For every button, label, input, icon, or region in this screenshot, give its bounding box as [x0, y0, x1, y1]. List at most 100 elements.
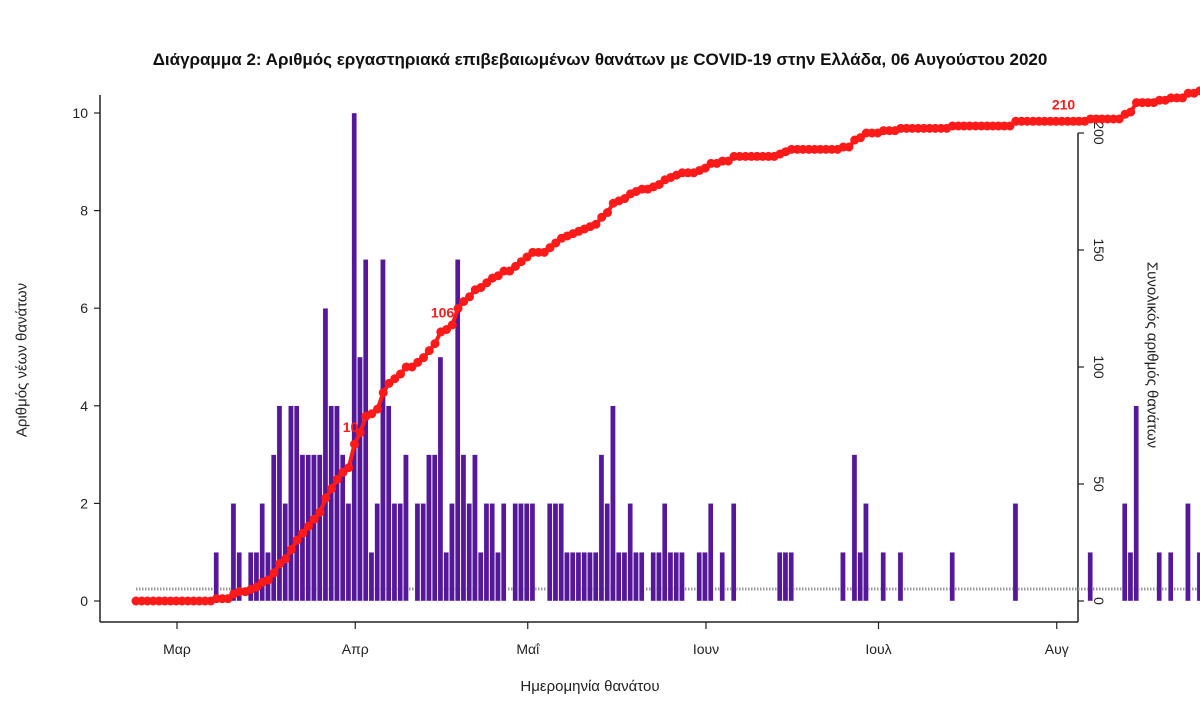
- bar: [702, 552, 708, 602]
- cumulative-point: [591, 219, 601, 229]
- cumulative-annotation: 210: [1052, 96, 1076, 112]
- bar: [863, 503, 869, 602]
- cumulative-point: [263, 575, 273, 585]
- bar: [288, 405, 294, 602]
- bar: [598, 454, 605, 602]
- bar: [512, 503, 518, 602]
- x-tick-label: Ιουν: [693, 641, 719, 657]
- bar: [472, 454, 478, 602]
- bar: [500, 503, 507, 602]
- y-left-tick-label: 8: [80, 203, 88, 219]
- bar: [552, 503, 559, 602]
- bar: [414, 503, 421, 602]
- x-tick-label: Αυγ: [1045, 641, 1069, 657]
- x-axis-label: Ημερομηνία θανάτου: [520, 678, 660, 695]
- cumulative-point: [281, 554, 290, 564]
- cumulative-annotation: 10: [343, 419, 359, 435]
- cumulative-point: [465, 292, 474, 302]
- cumulative-point: [269, 568, 279, 578]
- bar: [776, 552, 783, 602]
- cumulative-point: [286, 545, 296, 555]
- bar: [719, 552, 725, 602]
- bar: [328, 405, 334, 602]
- cumulative-point: [332, 474, 342, 484]
- x-tick-label: Μαΐ: [516, 641, 540, 657]
- bar: [730, 503, 737, 602]
- bar: [385, 405, 392, 602]
- bar: [460, 454, 467, 602]
- cumulative-point: [844, 142, 854, 152]
- bar: [299, 454, 306, 602]
- bar: [374, 503, 380, 602]
- bar: [679, 552, 685, 602]
- bar: [558, 503, 564, 602]
- x-tick-label: Απρ: [342, 641, 369, 657]
- bar: [449, 503, 455, 602]
- bar: [380, 259, 386, 602]
- y-left-tick-label: 6: [80, 300, 88, 316]
- cumulative-annotation: 106: [431, 305, 455, 321]
- bar: [431, 454, 438, 602]
- bar: [1167, 552, 1174, 602]
- bar: [707, 503, 714, 602]
- bar: [357, 356, 363, 602]
- bar: [633, 552, 639, 602]
- bar: [592, 552, 599, 602]
- bar: [627, 503, 633, 602]
- bar: [696, 552, 702, 602]
- cumulative-point: [603, 208, 612, 218]
- bar: [368, 552, 375, 602]
- bar: [282, 503, 288, 602]
- bar: [339, 454, 346, 602]
- bar: [236, 552, 242, 602]
- cumulative-point: [298, 528, 308, 538]
- bar: [615, 552, 622, 602]
- bar: [322, 308, 329, 602]
- bar: [489, 503, 495, 602]
- cumulative-point: [304, 521, 313, 531]
- bar: [782, 552, 789, 602]
- cumulative-point: [309, 514, 319, 524]
- y-left-tick-label: 2: [80, 495, 88, 511]
- bar: [650, 552, 656, 602]
- bar: [1185, 503, 1191, 602]
- bar: [564, 552, 570, 602]
- bar: [673, 552, 679, 602]
- bar: [1156, 552, 1162, 602]
- bar: [495, 552, 501, 602]
- bar: [213, 552, 219, 602]
- cumulative-point: [344, 463, 354, 473]
- bar: [610, 405, 616, 602]
- bar: [477, 552, 484, 602]
- bar: [259, 503, 265, 602]
- bar: [466, 503, 472, 602]
- bar: [638, 552, 645, 602]
- y-right-tick-label: 150: [1091, 238, 1107, 262]
- bar: [529, 503, 536, 602]
- bar: [270, 454, 277, 602]
- bar: [587, 552, 593, 602]
- cumulative-point: [321, 493, 331, 503]
- x-tick-label: Ιουλ: [865, 641, 891, 657]
- bar: [546, 503, 553, 602]
- bar: [857, 552, 863, 602]
- bar: [351, 112, 357, 602]
- bar: [483, 503, 490, 602]
- bar: [293, 405, 300, 602]
- bar: [276, 405, 283, 602]
- cumulative-point: [378, 388, 388, 398]
- y-left-tick-label: 10: [72, 105, 88, 121]
- bar: [569, 552, 576, 602]
- y-right-tick-label: 50: [1091, 476, 1107, 492]
- bar: [581, 552, 587, 602]
- bar: [1121, 503, 1128, 602]
- y-left-tick-label: 0: [80, 593, 88, 609]
- bar: [403, 454, 409, 602]
- cumulative-point: [1126, 107, 1136, 117]
- cumulative-point: [419, 353, 428, 363]
- bar: [454, 259, 461, 602]
- y-right-tick-label: 0: [1091, 597, 1107, 605]
- cumulative-point: [355, 428, 365, 438]
- bar: [523, 503, 530, 602]
